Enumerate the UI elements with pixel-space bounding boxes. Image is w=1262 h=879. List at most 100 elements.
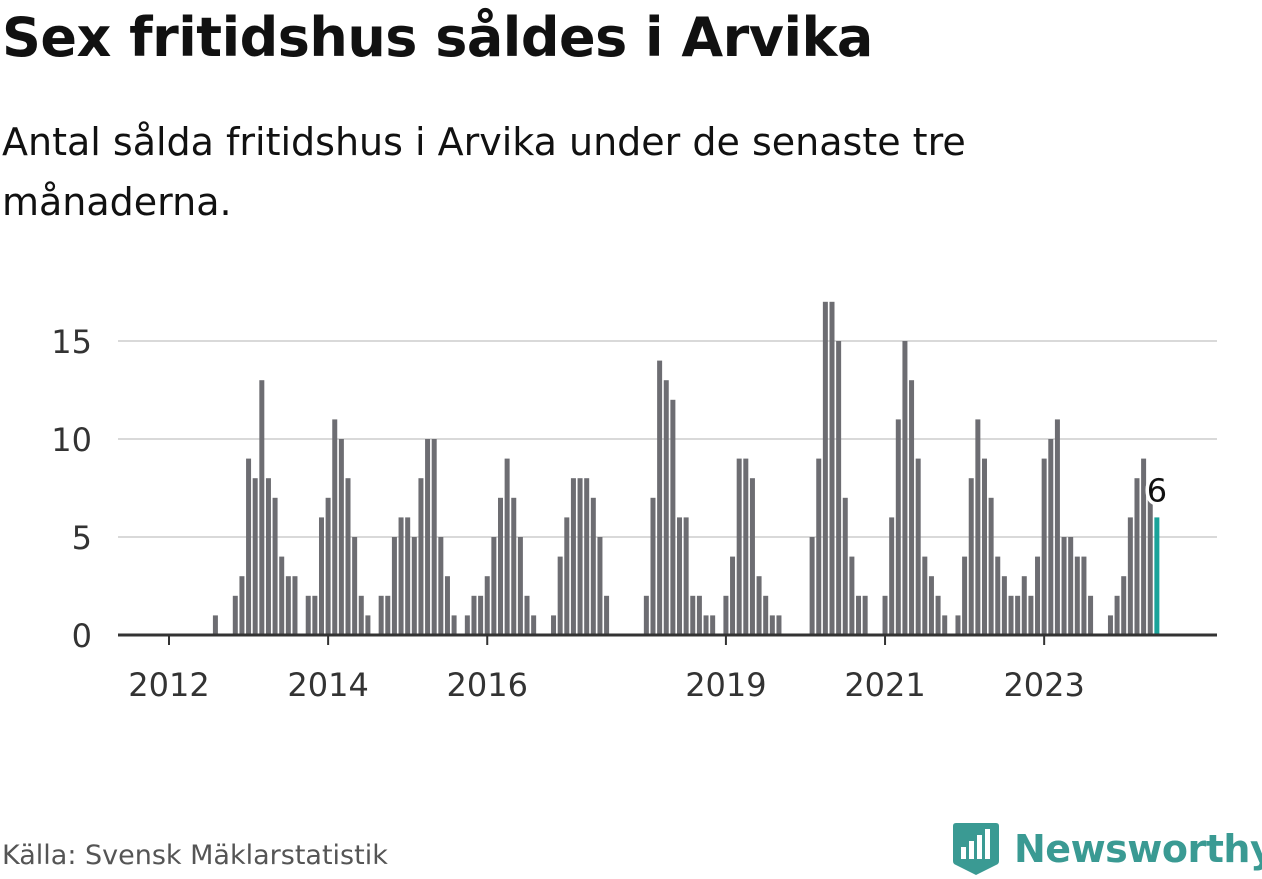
newsworthy-brand: Newsworthy xyxy=(952,820,1262,878)
bar xyxy=(491,537,497,635)
bar xyxy=(325,497,331,635)
y-tick-label: 10 xyxy=(51,421,92,459)
source-note: Källa: Svensk Mäklarstatistik xyxy=(2,840,388,871)
bar xyxy=(498,497,503,635)
bar xyxy=(942,615,948,635)
bar xyxy=(265,478,271,635)
bar xyxy=(1035,556,1041,635)
bar xyxy=(710,615,716,635)
highlighted-bar xyxy=(1154,517,1160,635)
bar xyxy=(842,497,848,635)
bar xyxy=(385,595,391,635)
bar xyxy=(988,497,994,635)
bar xyxy=(411,537,417,635)
bar xyxy=(279,556,285,635)
bar xyxy=(690,595,696,635)
bar xyxy=(597,537,603,635)
bar xyxy=(451,615,457,635)
bar xyxy=(1021,576,1027,635)
bar xyxy=(391,537,397,635)
bar xyxy=(975,419,981,635)
bar xyxy=(703,615,709,635)
bar xyxy=(557,556,563,635)
bar xyxy=(769,615,775,635)
bar xyxy=(683,517,689,635)
bar xyxy=(604,595,610,635)
bar xyxy=(1048,439,1054,635)
bar xyxy=(332,419,338,635)
bar xyxy=(955,615,961,635)
bar xyxy=(809,537,815,635)
bar xyxy=(822,301,828,635)
bar xyxy=(962,556,968,635)
bar xyxy=(425,439,431,635)
bar xyxy=(1041,458,1047,635)
bar xyxy=(232,595,238,635)
bar xyxy=(657,360,663,635)
bar xyxy=(418,478,424,635)
bar xyxy=(836,341,842,635)
bar xyxy=(1147,497,1153,635)
bar xyxy=(212,615,218,635)
bar xyxy=(352,537,358,635)
bar xyxy=(564,517,570,635)
bar xyxy=(531,615,537,635)
bar xyxy=(272,497,278,635)
x-tick-label: 2016 xyxy=(447,666,528,704)
bar xyxy=(570,478,576,635)
bar xyxy=(338,439,344,635)
bar xyxy=(1121,576,1127,635)
bar xyxy=(895,419,901,635)
bar xyxy=(484,576,490,635)
bar xyxy=(405,517,411,635)
bar xyxy=(1081,556,1087,635)
bar xyxy=(909,380,915,635)
bar xyxy=(1088,595,1094,635)
bar xyxy=(305,595,311,635)
chart-title: Sex fritidshus såldes i Arvika xyxy=(2,6,873,69)
y-tick-label: 15 xyxy=(51,323,92,361)
bar xyxy=(252,478,258,635)
bar xyxy=(981,458,987,635)
bar xyxy=(743,458,749,635)
chart-subtitle: Antal sålda fritidshus i Arvika under de… xyxy=(2,120,966,224)
bar xyxy=(464,615,470,635)
bar xyxy=(517,537,523,635)
bar xyxy=(1127,517,1133,635)
bar xyxy=(730,556,736,635)
x-tick-label: 2014 xyxy=(287,666,368,704)
bar xyxy=(995,556,1001,635)
brand-name: Newsworthy xyxy=(1014,827,1262,871)
bar xyxy=(915,458,921,635)
newsworthy-logo-icon xyxy=(953,823,999,875)
y-tick-label: 0 xyxy=(72,617,92,655)
bar xyxy=(723,595,729,635)
bar xyxy=(756,576,762,635)
x-tick-label: 2023 xyxy=(1003,666,1084,704)
x-tick-label: 2019 xyxy=(685,666,766,704)
bar xyxy=(444,576,450,635)
bar xyxy=(398,517,404,635)
bar xyxy=(318,517,324,635)
bar xyxy=(736,458,742,635)
bar xyxy=(1114,595,1120,635)
bar xyxy=(358,595,364,635)
bar xyxy=(590,497,596,635)
bar xyxy=(1015,595,1021,635)
bar xyxy=(285,576,291,635)
bar xyxy=(749,478,755,635)
bar xyxy=(1061,537,1067,635)
bar xyxy=(776,615,782,635)
bar xyxy=(1028,595,1034,635)
bar xyxy=(928,576,934,635)
bar xyxy=(438,537,444,635)
bar xyxy=(577,478,583,635)
x-tick-label: 2021 xyxy=(844,666,925,704)
bar xyxy=(968,478,974,635)
bar xyxy=(524,595,530,635)
bar xyxy=(504,458,510,635)
bar xyxy=(882,595,888,635)
bar xyxy=(889,517,895,635)
bar xyxy=(478,595,484,635)
bar xyxy=(643,595,649,635)
